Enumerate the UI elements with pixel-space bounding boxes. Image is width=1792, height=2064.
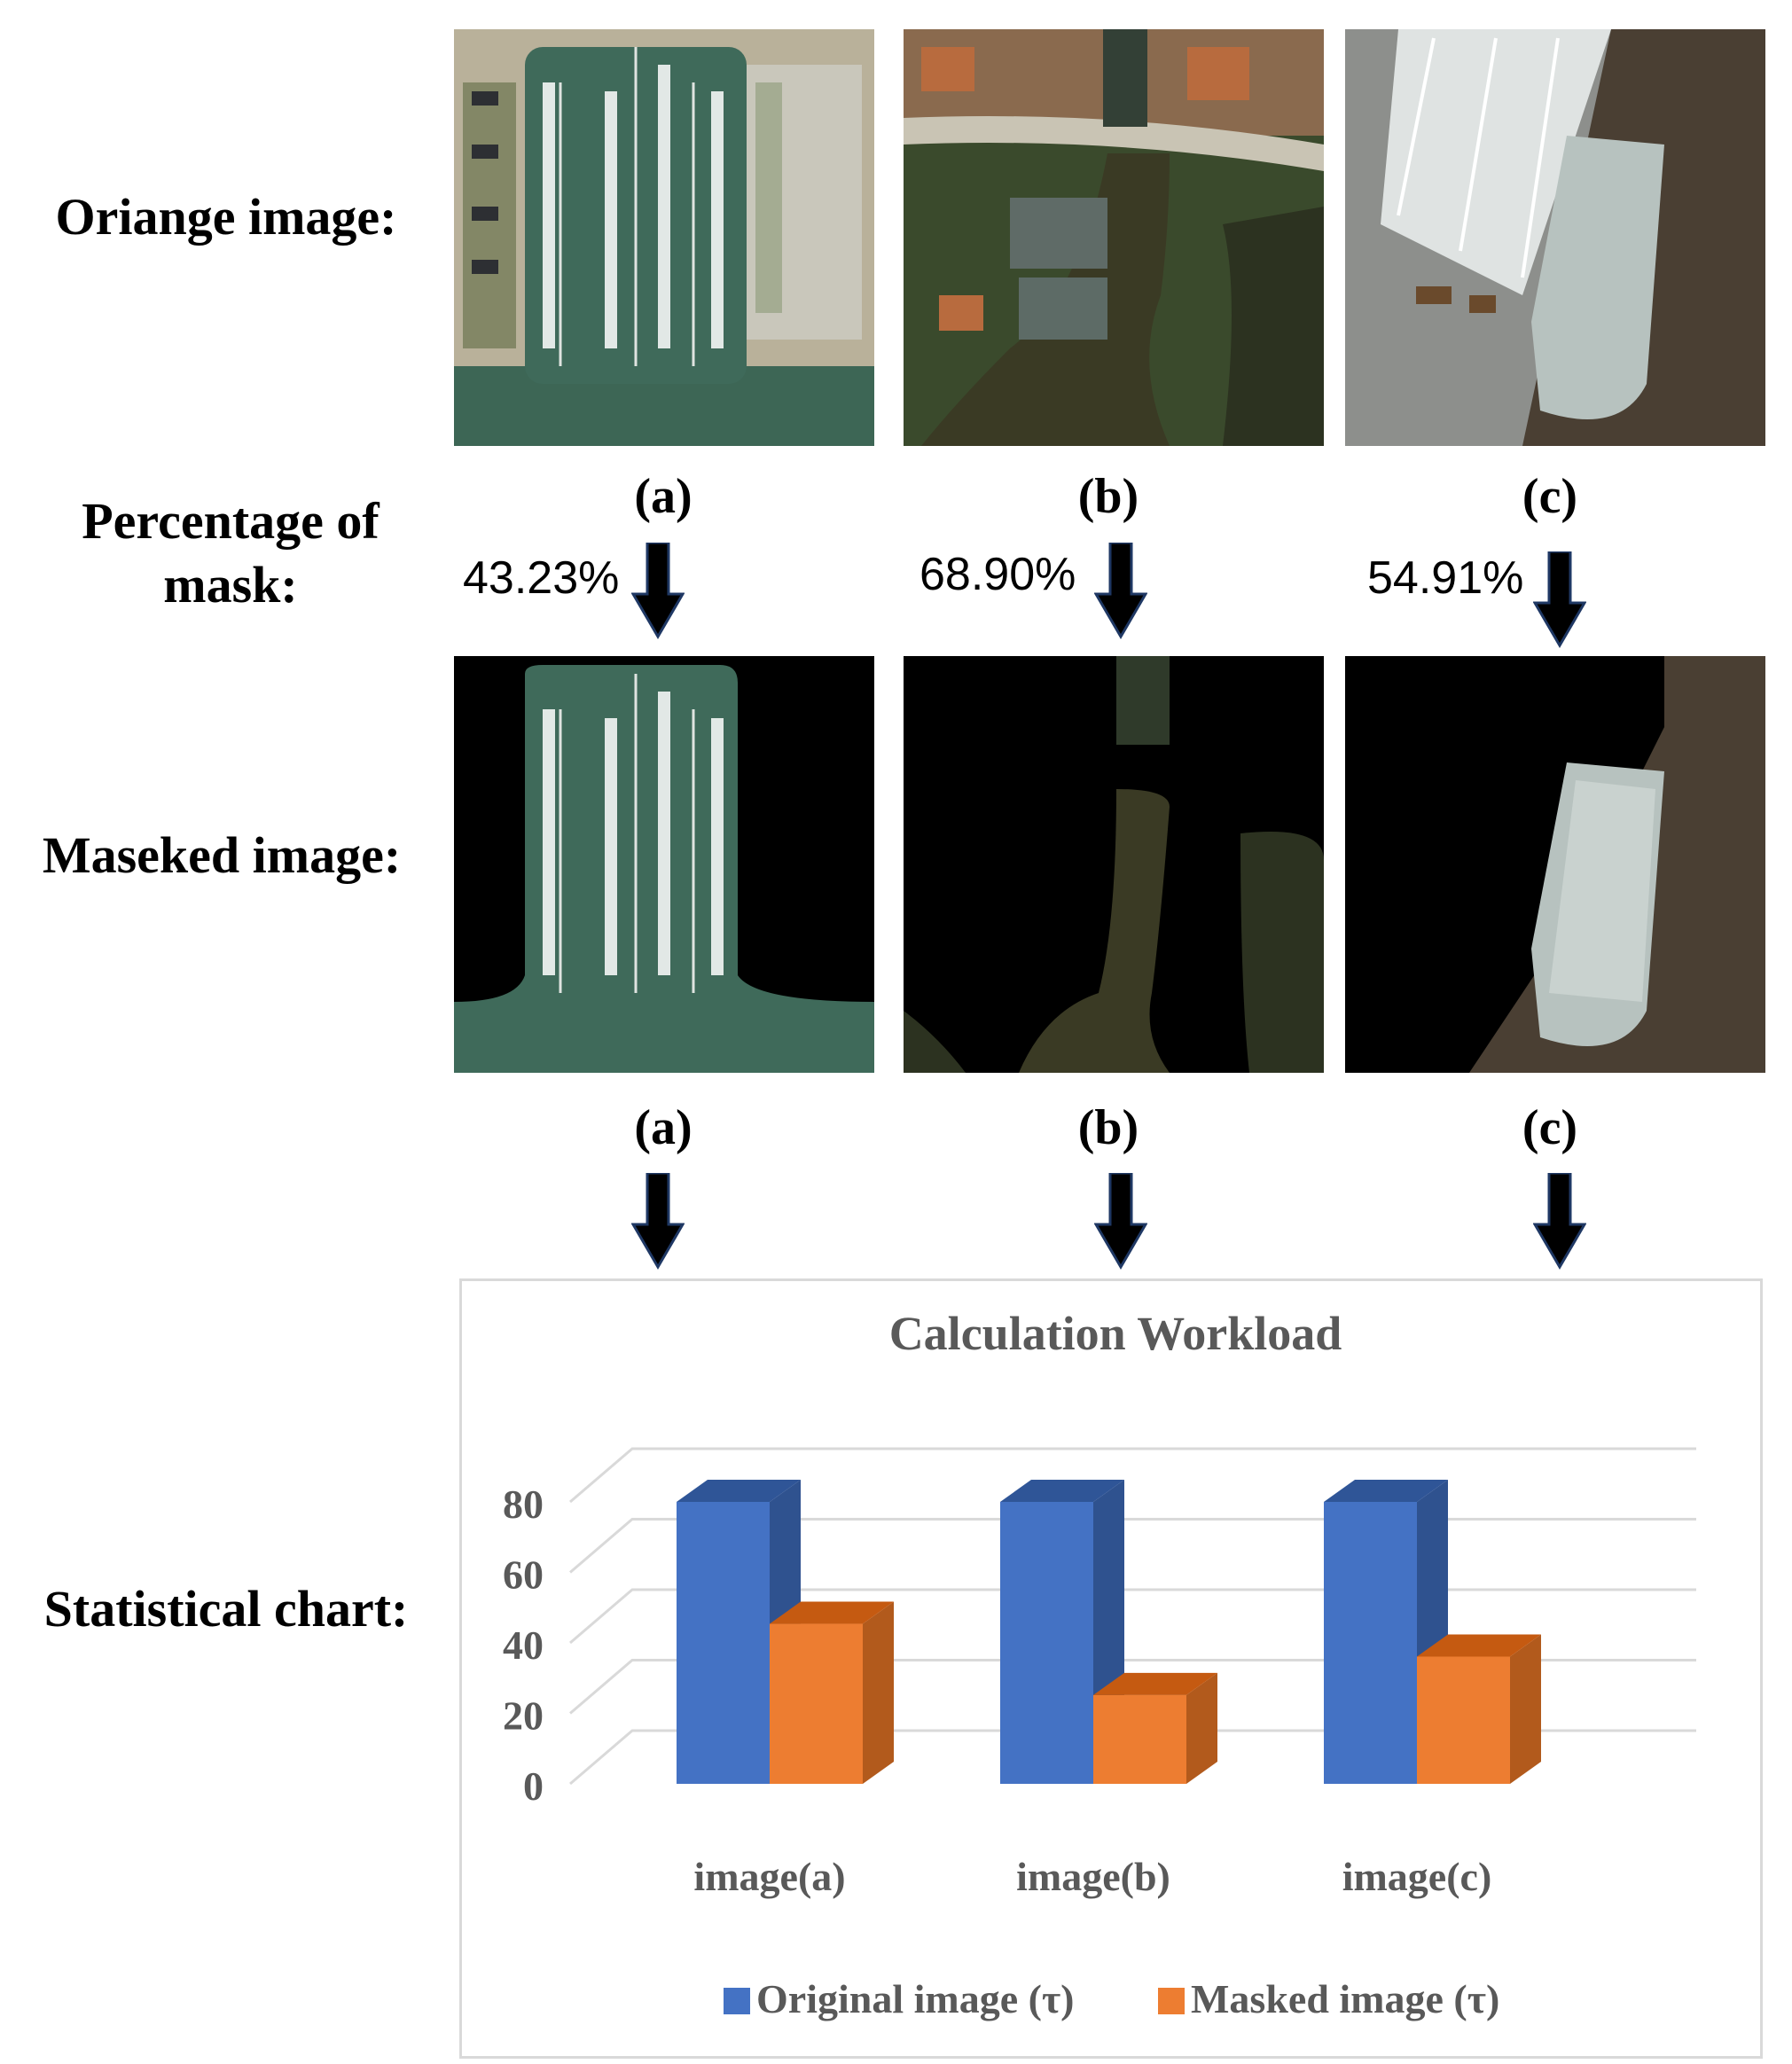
x-category-label: image(c): [1342, 1854, 1492, 1899]
bar-top-masked-2: [1417, 1634, 1541, 1657]
bar-original-1: [1000, 1502, 1093, 1784]
down-arrow-icon-b1: [1094, 543, 1147, 639]
original-image-c: [1345, 29, 1765, 446]
subfigure-label-a-top: (a): [634, 469, 693, 524]
bar-top-masked-1: [1093, 1672, 1217, 1695]
masked-image-b: [904, 656, 1324, 1073]
down-arrow-icon-a2: [631, 1173, 685, 1270]
bar-masked-2: [1417, 1656, 1510, 1784]
row-label-percentage-line2: mask:: [163, 556, 298, 614]
y-tick-label: 20: [503, 1693, 544, 1739]
calculation-workload-chart: Calculation Workload 0 20 40 60 80 image(a) i…: [503, 1307, 1696, 2021]
bar-top-original-0: [677, 1480, 801, 1502]
legend-swatch-masked: [1158, 1988, 1185, 2014]
bar-top-original-2: [1324, 1480, 1448, 1502]
mask-percentage-b: 68.90%: [919, 549, 1076, 600]
legend-label-masked: Masked image (τ): [1191, 1976, 1499, 2021]
original-image-b: [904, 29, 1324, 446]
subfigure-label-c-bottom: (c): [1522, 1100, 1578, 1155]
subfigure-label-b-top: (b): [1077, 469, 1139, 524]
bar-masked-1: [1093, 1694, 1186, 1784]
x-category-label: image(b): [1016, 1854, 1170, 1899]
y-tick-label: 80: [503, 1482, 544, 1527]
row-label-original: Oriange image:: [55, 188, 397, 246]
down-arrow-icon-a1: [631, 543, 685, 639]
original-image-a: [454, 29, 874, 446]
y-tick-label: 0: [523, 1763, 544, 1809]
gridline: [569, 1447, 1696, 1504]
row-label-masked: Maseked image:: [42, 826, 402, 884]
legend-label-original: Original image (τ): [756, 1976, 1074, 2021]
bar-side-masked-2: [1510, 1634, 1541, 1784]
x-category-label: image(a): [693, 1854, 845, 1899]
bar-side-masked-1: [1186, 1672, 1217, 1784]
down-arrow-icon-c1: [1533, 551, 1586, 648]
y-tick-label: 60: [503, 1552, 544, 1598]
bar-top-original-1: [1000, 1480, 1124, 1502]
bar-original-0: [677, 1502, 770, 1784]
row-label-chart: Statistical chart:: [43, 1580, 409, 1638]
subfigure-label-b-bottom: (b): [1077, 1100, 1139, 1155]
bar-top-masked-0: [770, 1601, 894, 1624]
row-label-percentage-line1: Percentage of: [82, 492, 380, 550]
down-arrow-icon-c2: [1533, 1173, 1586, 1270]
subfigure-label-c-top: (c): [1522, 469, 1578, 524]
chart-title: Calculation Workload: [889, 1307, 1342, 1360]
legend-swatch-original: [724, 1988, 750, 2014]
masked-image-c: [1345, 656, 1765, 1073]
subfigure-label-a-bottom: (a): [634, 1100, 693, 1155]
masked-image-a: [454, 656, 874, 1073]
bar-side-masked-0: [863, 1601, 894, 1784]
y-tick-label: 40: [503, 1622, 544, 1668]
mask-percentage-c: 54.91%: [1367, 552, 1524, 604]
bar-masked-0: [770, 1623, 863, 1784]
mask-percentage-a: 43.23%: [463, 552, 620, 604]
bar-original-2: [1324, 1502, 1417, 1784]
down-arrow-icon-b2: [1094, 1173, 1147, 1270]
